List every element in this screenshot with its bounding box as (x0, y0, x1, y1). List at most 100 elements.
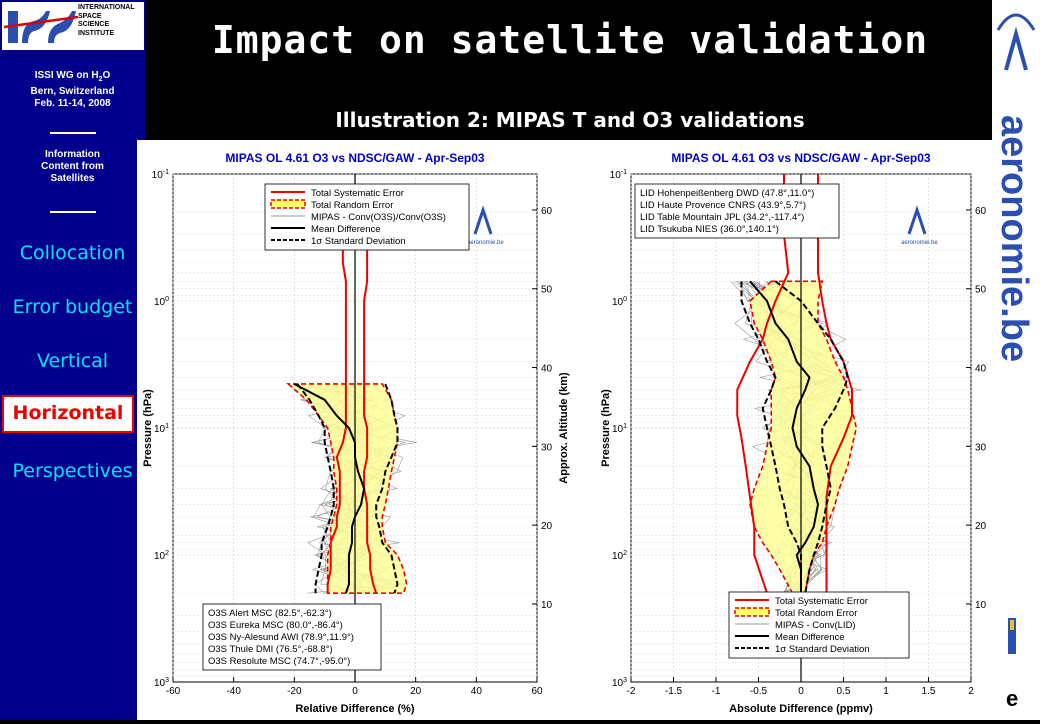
x-tick-label: 0 (798, 686, 804, 697)
x-tick-label: 2 (968, 686, 974, 697)
y2-tick-label: 20 (541, 521, 553, 532)
aeronomie-logo: aeronomie.be e (993, 13, 1036, 711)
legend-label: Total Systematic Error (775, 596, 868, 607)
nav-item-horizontal[interactable]: Horizontal (2, 395, 134, 433)
divider (50, 132, 96, 134)
legend-swatch (734, 607, 770, 617)
std-dev-lo (740, 281, 802, 594)
y-tick-label: 102 (154, 550, 169, 562)
legend-label: O3S Eureka MSC (80.0°,-86.4°) (208, 620, 343, 631)
right-logo-strip: aeronomie.be e (992, 0, 1040, 720)
y-axis-label: Pressure (hPa) (142, 389, 154, 467)
chart-logo-text: aeronomie.be (901, 240, 938, 246)
y2-tick-label: 50 (541, 285, 553, 296)
chart-1: -60 -40 -20 0 20 40 60 10 20 30 40 50 60 MIPAS OL 4.6… (142, 151, 570, 715)
legend-label: Total Random Error (775, 608, 857, 619)
nav-item-error-budget[interactable]: Error budget (12, 296, 133, 318)
legend-label: O3S Resolute MSC (74.7°,-95.0°) (208, 656, 350, 667)
y-axis-label: Pressure (hPa) (600, 389, 612, 467)
chart-logo-mark (473, 205, 493, 235)
issi-logo-mark (4, 11, 78, 43)
aeronomie-logo-text: aeronomie.be (993, 115, 1035, 362)
chart-title: MIPAS OL 4.61 O3 vs NDSC/GAW - Apr-Sep03 (225, 151, 485, 165)
x-tick-label: -2 (627, 686, 636, 697)
x-tick-label: 0 (352, 686, 358, 697)
systematic-error-lo-upper (341, 250, 347, 384)
y-tick-label: 100 (154, 296, 169, 308)
y2-tick-label: 60 (541, 206, 553, 217)
y-tick-label: 103 (612, 677, 627, 689)
y2-tick-label: 30 (541, 442, 553, 453)
x-tick-label: 1 (883, 686, 889, 697)
legend-top (634, 183, 840, 239)
nav-item-vertical[interactable]: Vertical (36, 350, 109, 372)
legend-label: Mean Difference (311, 224, 381, 235)
divider (50, 211, 96, 213)
x-tick-label: 1.5 (922, 686, 936, 697)
x-tick-label: 40 (471, 686, 483, 697)
legend-label: O3S Ny-Alesund AWI (78.9°,11.9°) (208, 632, 354, 643)
x-tick-label: -1 (712, 686, 721, 697)
legend-bottom (202, 603, 382, 671)
legend-label: 1σ Standard Deviation (775, 644, 870, 655)
y2-tick-label: 40 (975, 364, 987, 375)
y2-tick-label: 10 (975, 600, 987, 611)
y2-axis-label: Approx. Altitude (km) (558, 372, 570, 484)
topic-info: Information Content from Satellites (41, 149, 104, 184)
x-axis-label: Absolute Difference (ppmv) (729, 703, 873, 715)
systematic-error-lo (326, 383, 347, 594)
x-axis-label: Relative Difference (%) (295, 703, 415, 715)
legend-label: O3S Thule DMI (76.5°,-68.8°) (208, 644, 333, 655)
y2-tick-label: 50 (975, 285, 987, 296)
sidebar: INTERNATIONAL SPACE SCIENCE INSTITUTE IS… (0, 0, 145, 720)
x-tick-label: 20 (410, 686, 422, 697)
mean-difference (293, 383, 366, 594)
legend-swatch (270, 199, 306, 209)
std-dev-hi (774, 280, 849, 594)
y-tick-label: 101 (154, 423, 169, 435)
chart-title: MIPAS OL 4.61 O3 vs NDSC/GAW - Apr-Sep03 (671, 151, 931, 165)
x-tick-label: -0.5 (750, 686, 768, 697)
systematic-error-lo (736, 174, 790, 594)
x-tick-label: -40 (226, 686, 241, 697)
y-tick-label: 100 (612, 296, 627, 308)
nav-item-perspectives[interactable]: Perspectives (12, 460, 133, 482)
legend-label: MIPAS - Conv(O3S)/Conv(O3S) (311, 212, 446, 223)
y-tick-label: 103 (154, 677, 169, 689)
y-tick-label: 101 (612, 423, 627, 435)
systematic-error-hi (817, 174, 853, 594)
x-tick-label: -20 (287, 686, 302, 697)
issi-logo: INTERNATIONAL SPACE SCIENCE INSTITUTE (2, 2, 144, 50)
slide-title: Impact on satellite validation (211, 18, 929, 62)
chart-logo-text: aeronomie.be (467, 240, 504, 246)
legend-label: Total Systematic Error (311, 188, 404, 199)
nav-item-collocation[interactable]: Collocation (19, 242, 126, 264)
y2-tick-label: 60 (975, 206, 987, 217)
y2-tick-label: 10 (541, 600, 553, 611)
mean-difference (749, 280, 820, 594)
x-tick-label: 0.5 (837, 686, 851, 697)
systematic-error-hi-upper (363, 250, 369, 384)
legend-label: Mean Difference (775, 632, 845, 643)
chart-logo: aeronomie.be (901, 205, 938, 246)
std-dev-hi (375, 383, 399, 594)
legend-label: 1σ Standard Deviation (311, 236, 406, 247)
legend-label: LID Hohenpeißenberg DWD (47.8°,11.0°) (640, 188, 814, 199)
issi-logo-text: INTERNATIONAL SPACE SCIENCE INSTITUTE (78, 4, 135, 37)
legend-label: LID Tsukuba NIES (36.0°,140.1°) (640, 224, 779, 235)
svg-text:e: e (1006, 686, 1018, 711)
y-tick-label: 10-1 (152, 169, 169, 181)
chart-2: -2 -1.5 -1 -0.5 0 0.5 1 1.5 2 10 20 30 40 50 60 MIPAS O… (600, 151, 1004, 715)
x-tick-label: -60 (166, 686, 181, 697)
x-tick-label: -1.5 (665, 686, 683, 697)
legend-label: LID Table Mountain JPL (34.2°,-117.4°) (640, 212, 804, 223)
figure-panel: -60 -40 -20 0 20 40 60 10 20 30 40 50 60 MIPAS OL 4.6… (137, 140, 1004, 720)
chart-logo-mark (907, 205, 927, 235)
legend-label: MIPAS - Conv(LID) (775, 620, 856, 631)
y-tick-label: 102 (612, 550, 627, 562)
std-dev-lo (296, 383, 335, 594)
y2-tick-label: 20 (975, 521, 987, 532)
x-tick-label: 60 (531, 686, 543, 697)
systematic-error-hi (363, 383, 378, 594)
y-tick-label: 10-1 (610, 169, 627, 181)
